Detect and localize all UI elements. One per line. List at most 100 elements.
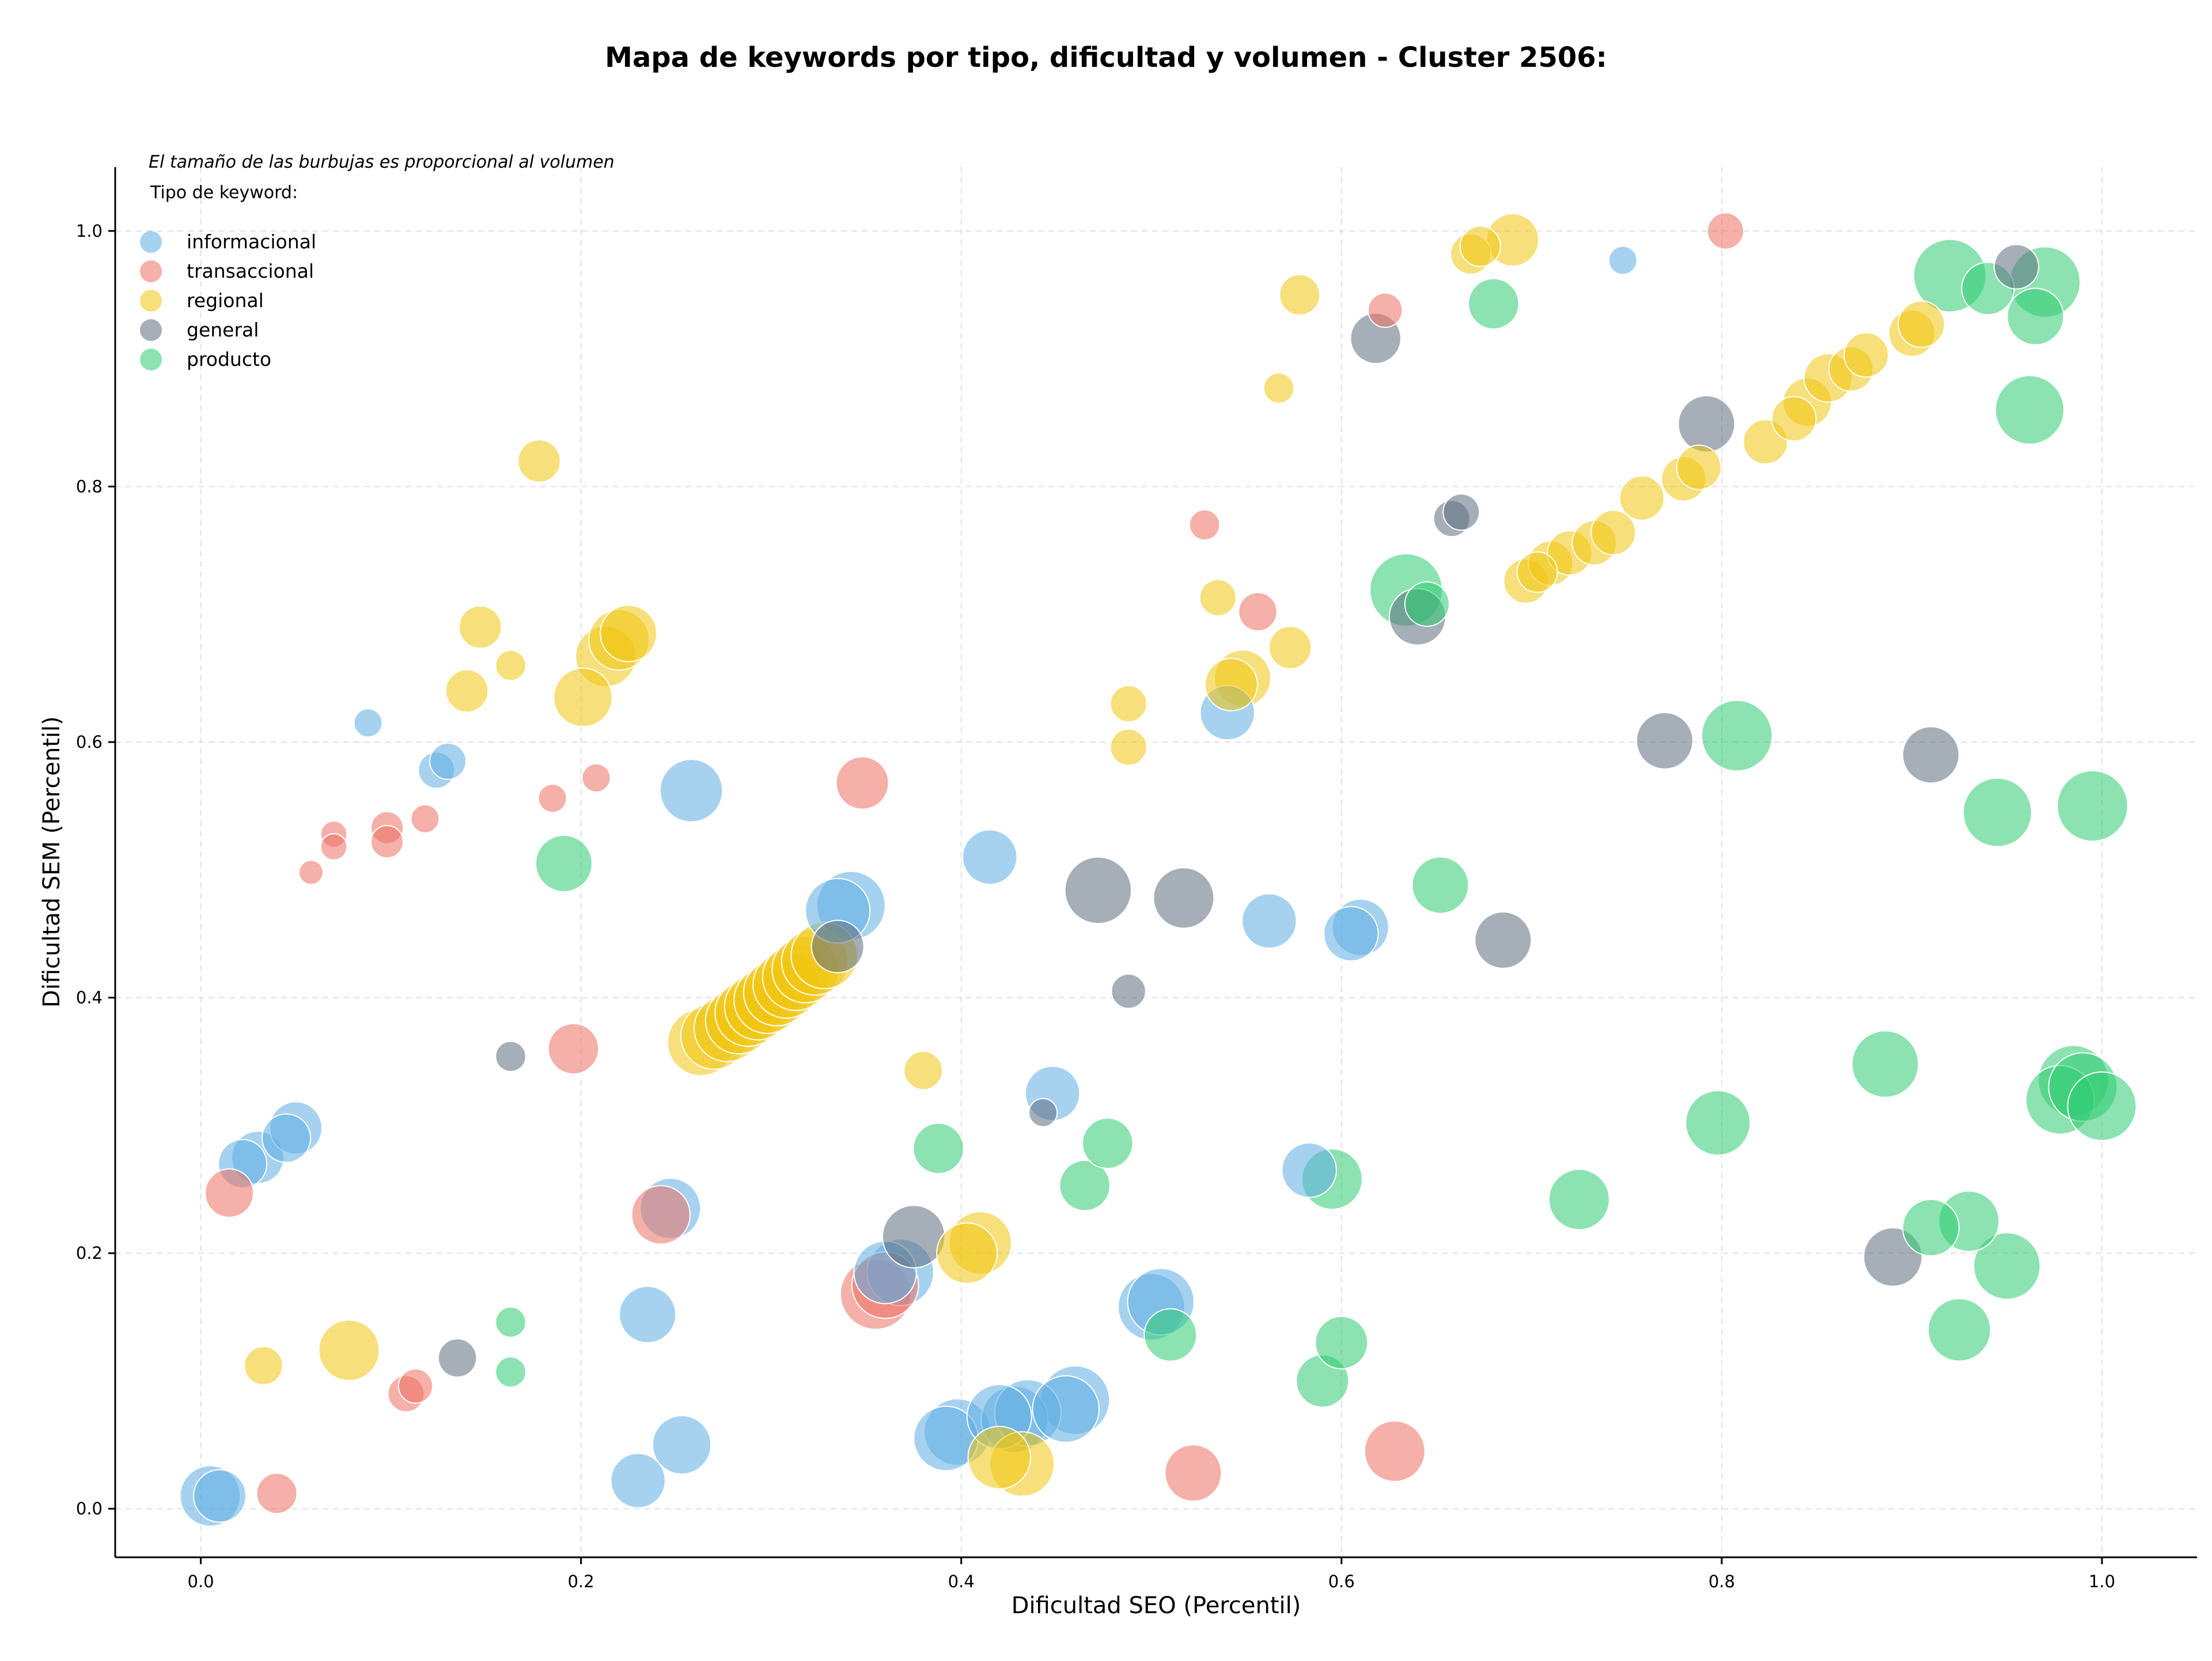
bubble-regional bbox=[1199, 578, 1237, 616]
bubble-general bbox=[437, 1338, 478, 1378]
legend-marker-transaccional bbox=[140, 260, 162, 282]
bubble-informacional bbox=[353, 708, 383, 738]
bubble-informacional bbox=[961, 829, 1018, 885]
bubble-producto bbox=[1851, 1030, 1919, 1098]
bubble-general bbox=[1153, 867, 1215, 929]
axes-spines bbox=[114, 167, 2197, 1558]
bubble-informacional bbox=[1608, 245, 1638, 275]
bubble-regional bbox=[553, 667, 613, 728]
bubble-general bbox=[881, 1205, 946, 1269]
bubble-transaccional bbox=[256, 1473, 298, 1515]
legend-marker-general bbox=[140, 319, 162, 341]
bubble-regional bbox=[1771, 396, 1817, 442]
bubble-transaccional bbox=[1363, 1420, 1426, 1482]
bubble-regional bbox=[1109, 728, 1147, 766]
bubble-regional bbox=[1204, 657, 1258, 712]
bubble-producto bbox=[535, 834, 593, 892]
y-axis-label: Dificultad SEM (Percentil) bbox=[39, 716, 65, 1008]
x-tick-label: 0.4 bbox=[948, 1572, 975, 1591]
bubble-regional bbox=[1676, 444, 1722, 490]
bubble-general bbox=[1677, 395, 1736, 453]
x-ticks: 0.0 0.2 0.4 0.6 0.8 1.0 bbox=[187, 1557, 2115, 1591]
bubble-informacional bbox=[429, 742, 467, 780]
bubble-regional bbox=[1897, 300, 1945, 349]
bubble-informacional bbox=[1241, 893, 1297, 949]
x-axis-label: Dificultad SEO (Percentil) bbox=[1012, 1592, 1301, 1619]
x-tick-label: 1.0 bbox=[2089, 1572, 2115, 1591]
legend-label-transaccional: transaccional bbox=[187, 260, 314, 282]
bubble-producto bbox=[495, 1306, 527, 1338]
bubble-regional bbox=[936, 1222, 998, 1284]
legend-label-producto: producto bbox=[187, 348, 271, 370]
bubble-general bbox=[1635, 712, 1694, 770]
bubble-informacional bbox=[262, 1113, 312, 1163]
bubble-transaccional bbox=[204, 1168, 255, 1218]
bubble-regional bbox=[1279, 274, 1321, 316]
bubble-producto bbox=[1411, 856, 1469, 914]
bubble-general bbox=[1902, 726, 1960, 784]
bubble-producto bbox=[1973, 1232, 2041, 1300]
y-tick-label: 0.0 bbox=[76, 1499, 103, 1519]
bubble-regional bbox=[1109, 684, 1147, 722]
bubble-informacional bbox=[659, 759, 724, 823]
bubble-transaccional bbox=[547, 1023, 600, 1075]
x-tick-label: 0.6 bbox=[1328, 1572, 1355, 1591]
bubble-producto bbox=[1902, 1198, 1960, 1257]
bubble-informacional bbox=[1032, 1375, 1100, 1443]
bubble-transaccional bbox=[581, 763, 611, 793]
legend-label-informacional: informacional bbox=[187, 230, 316, 253]
bubble-regional bbox=[458, 605, 502, 649]
bubble-producto bbox=[1685, 1089, 1751, 1156]
bubble-general bbox=[1028, 1098, 1058, 1127]
bubble-producto bbox=[1315, 1315, 1369, 1369]
legend-marker-informacional bbox=[140, 231, 162, 253]
bubble-informacional bbox=[619, 1285, 677, 1344]
bubble-regional bbox=[1619, 475, 1665, 521]
bubble-regional bbox=[495, 649, 527, 682]
bubble-producto bbox=[1082, 1117, 1134, 1170]
legend-label-regional: regional bbox=[187, 289, 264, 312]
legend-label-general: general bbox=[187, 319, 259, 341]
bubble-producto bbox=[1059, 1159, 1111, 1212]
bubble-producto bbox=[1404, 581, 1450, 627]
bubble-size-note: El tamaño de las burbujas es proporciona… bbox=[149, 152, 615, 172]
bubble-producto bbox=[495, 1356, 527, 1388]
chart-title: Mapa de keywords por tipo, dificultad y … bbox=[605, 41, 1607, 74]
bubble-regional bbox=[1843, 332, 1889, 378]
legend: informacional transaccional regional genera… bbox=[140, 230, 316, 370]
bubble-regional bbox=[1268, 626, 1312, 669]
bubble-transaccional bbox=[1367, 292, 1403, 328]
bubble-transaccional bbox=[631, 1185, 691, 1245]
bubble-general bbox=[1474, 911, 1532, 969]
bubble-regional bbox=[318, 1319, 380, 1382]
bubble-transaccional bbox=[835, 756, 889, 810]
bubble-transaccional bbox=[370, 825, 404, 859]
y-tick-label: 0.6 bbox=[76, 732, 103, 752]
bubble-producto bbox=[1927, 1297, 1991, 1362]
y-tick-label: 0.2 bbox=[76, 1243, 103, 1263]
bubble-transaccional bbox=[537, 784, 567, 814]
bubbles bbox=[179, 212, 2137, 1527]
bubble-producto bbox=[2006, 287, 2065, 346]
bubble-general bbox=[1993, 244, 2039, 290]
bubble-general bbox=[495, 1041, 527, 1072]
bubble-transaccional bbox=[410, 804, 440, 834]
bubble-transaccional bbox=[1164, 1444, 1222, 1502]
bubble-general bbox=[810, 920, 865, 974]
bubble-informacional bbox=[610, 1452, 666, 1509]
bubble-producto bbox=[1468, 278, 1520, 330]
bubble-transaccional bbox=[320, 833, 348, 861]
x-tick-label: 0.8 bbox=[1709, 1572, 1735, 1591]
bubble-producto bbox=[1548, 1168, 1610, 1231]
bubble-informacional bbox=[652, 1415, 712, 1475]
bubble-regional bbox=[600, 604, 658, 663]
bubble-regional bbox=[1459, 225, 1501, 267]
y-tick-label: 1.0 bbox=[76, 221, 103, 241]
bubble-general bbox=[1442, 493, 1480, 531]
bubble-transaccional bbox=[1706, 212, 1744, 250]
bubble-producto bbox=[1995, 374, 2065, 445]
bubble-producto bbox=[912, 1122, 964, 1175]
bubble-regional bbox=[244, 1346, 283, 1386]
bubble-general bbox=[1064, 856, 1132, 925]
